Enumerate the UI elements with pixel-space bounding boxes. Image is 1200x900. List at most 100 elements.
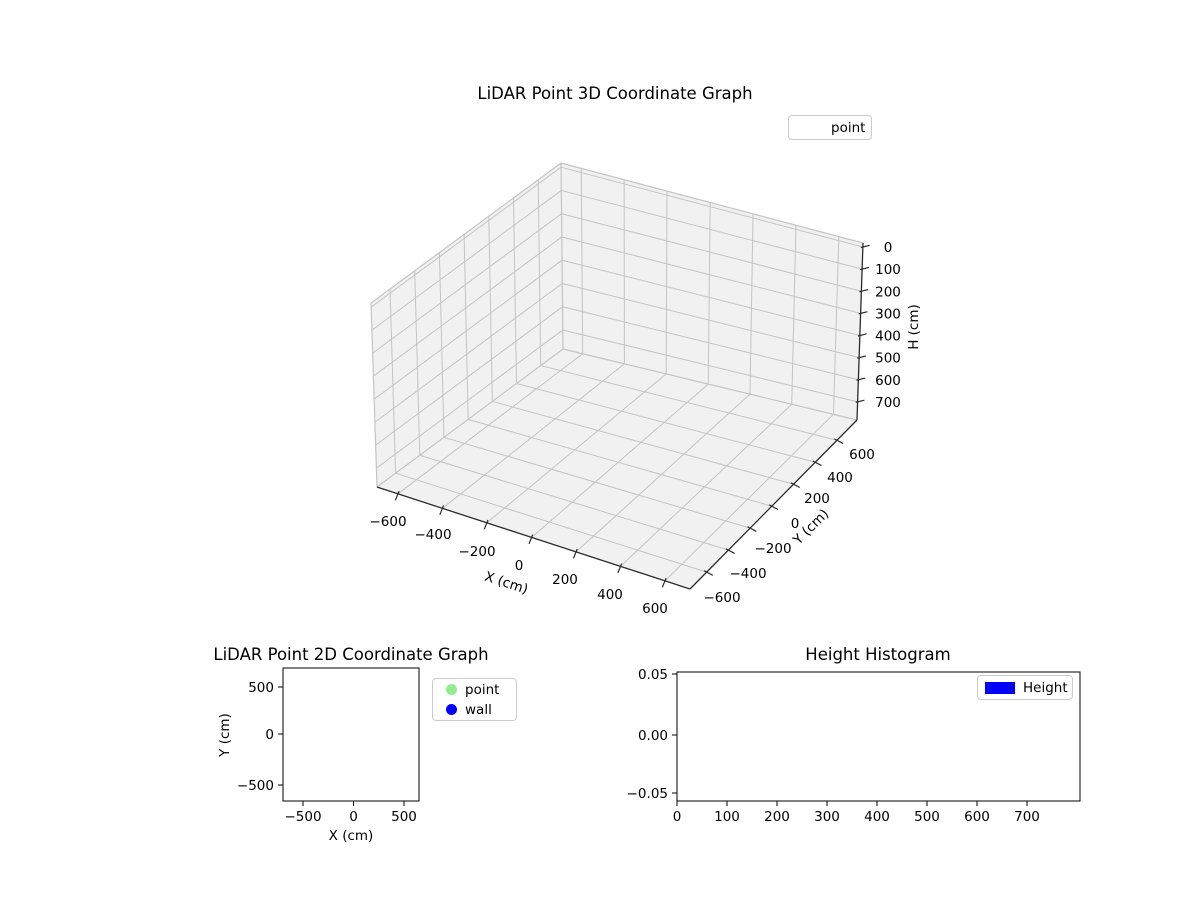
- grid-line: [370, 166, 562, 308]
- y3d-tick: [747, 526, 757, 532]
- point-marker-swatch-3d: [795, 123, 831, 133]
- h3d-tick-label: 200: [875, 284, 901, 300]
- h3d-tick: [859, 288, 869, 293]
- grid-line: [575, 393, 751, 553]
- grid-line: [414, 270, 421, 456]
- hist-x-tick-label: 400: [864, 809, 890, 825]
- point-marker-swatch: [446, 684, 457, 695]
- grid-line: [372, 213, 562, 354]
- grid-line: [665, 191, 668, 374]
- y3d-tick-label: 200: [804, 491, 830, 507]
- hist-x-tick-label: 200: [764, 809, 790, 825]
- h3d-tick: [857, 355, 867, 359]
- x2d-tick-label: −500: [284, 809, 321, 825]
- grid-line: [561, 213, 862, 292]
- h3d-tick-label: 300: [875, 306, 901, 322]
- x3d-tick: [439, 505, 445, 516]
- x3d-tick: [483, 519, 489, 530]
- grid-line: [389, 288, 397, 474]
- grid-line: [540, 365, 838, 441]
- grid-line: [443, 436, 751, 529]
- hist-y-tick-label: −0.05: [627, 786, 668, 802]
- x3d-tick-label: −600: [369, 514, 406, 530]
- grid-line: [442, 363, 625, 509]
- y3d-tick: [834, 438, 844, 445]
- height-bar-swatch: [985, 681, 1015, 694]
- grid-line: [516, 383, 816, 463]
- pane-edge: [562, 348, 858, 421]
- grid-line: [562, 306, 859, 381]
- hist-y-tick-label: 0.00: [638, 728, 668, 744]
- x3d-tick-label: 0: [515, 558, 524, 574]
- pane-edge: [560, 162, 864, 244]
- y3d-tick-label: 0: [791, 516, 800, 532]
- legend-label-point-3d: point: [831, 119, 866, 136]
- grid-line: [376, 329, 564, 469]
- wall-marker-swatch: [446, 704, 457, 715]
- plot2d-title: LiDAR Point 2D Coordinate Graph: [213, 645, 489, 664]
- y3d-tick-label: −400: [729, 566, 766, 582]
- h3d-tick-label: 700: [875, 395, 901, 411]
- x3d-tick: [661, 577, 667, 588]
- pane-edge: [370, 162, 562, 304]
- grid-line: [537, 179, 542, 366]
- x3d-tick: [617, 563, 623, 574]
- grid-line: [486, 373, 667, 524]
- y3d-axis-line: [689, 419, 858, 590]
- legend-label-wall: wall: [465, 701, 492, 718]
- hist-x-tick-label: 0: [673, 809, 682, 825]
- x3d-tick-label: 400: [597, 587, 623, 603]
- legend-row-point: point: [433, 680, 516, 699]
- x2d-axis-label: X (cm): [329, 828, 374, 844]
- pane-edge: [370, 302, 378, 488]
- legend-row-wall: wall: [433, 700, 516, 719]
- hist-x-tick-label: 100: [714, 809, 740, 825]
- grid-line: [791, 225, 797, 405]
- grid-line: [832, 236, 840, 415]
- grid-line: [561, 189, 863, 270]
- h3d-tick: [860, 266, 870, 271]
- h3d-tick: [856, 377, 866, 381]
- y2d-axis-label: Y (cm): [217, 713, 233, 758]
- histogram-legend: Height: [977, 675, 1073, 700]
- grid-line: [531, 383, 709, 538]
- h3d-tick-label: 100: [875, 262, 901, 278]
- grid-line: [561, 236, 861, 314]
- grid-line: [620, 403, 793, 567]
- plot2d-legend: point wall: [432, 678, 517, 721]
- legend-label-point: point: [465, 681, 500, 698]
- grid-line: [438, 252, 445, 438]
- grid-line: [749, 213, 754, 395]
- x3d-axis-line: [376, 486, 691, 590]
- y2d-tick-label: −500: [237, 778, 274, 794]
- h3d-axis-line: [856, 242, 864, 421]
- grid-line: [561, 259, 860, 336]
- y2d-tick-label: 0: [265, 727, 274, 743]
- x3d-tick: [572, 548, 578, 559]
- hist-x-tick-label: 300: [814, 809, 840, 825]
- x3d-tick-label: 200: [552, 572, 578, 588]
- h3d-tick: [858, 311, 868, 315]
- x3d-tick-label: −400: [414, 527, 451, 543]
- grid-line: [580, 168, 584, 354]
- y3d-tick: [812, 460, 822, 467]
- y3d-tick-label: 400: [827, 470, 853, 486]
- h3d-axis-label: H (cm): [906, 304, 922, 350]
- y3d-tick: [703, 570, 714, 576]
- plot2d-axes-box: [282, 667, 420, 802]
- grid-line: [707, 202, 711, 385]
- hist-y-tick-label: 0.05: [638, 667, 668, 683]
- grid-line: [560, 166, 863, 248]
- x3d-tick: [528, 534, 534, 545]
- grid-line: [373, 259, 563, 400]
- hist-x-tick-label: 500: [914, 809, 940, 825]
- grid-line: [664, 413, 834, 582]
- grid-line: [463, 234, 469, 420]
- y3d-tick-label: 600: [849, 447, 875, 463]
- h3d-tick-label: 400: [875, 329, 901, 345]
- grid-line: [375, 306, 563, 446]
- grid-line: [374, 283, 563, 423]
- x3d-tick-label: 600: [642, 601, 668, 617]
- grid-line: [373, 236, 563, 377]
